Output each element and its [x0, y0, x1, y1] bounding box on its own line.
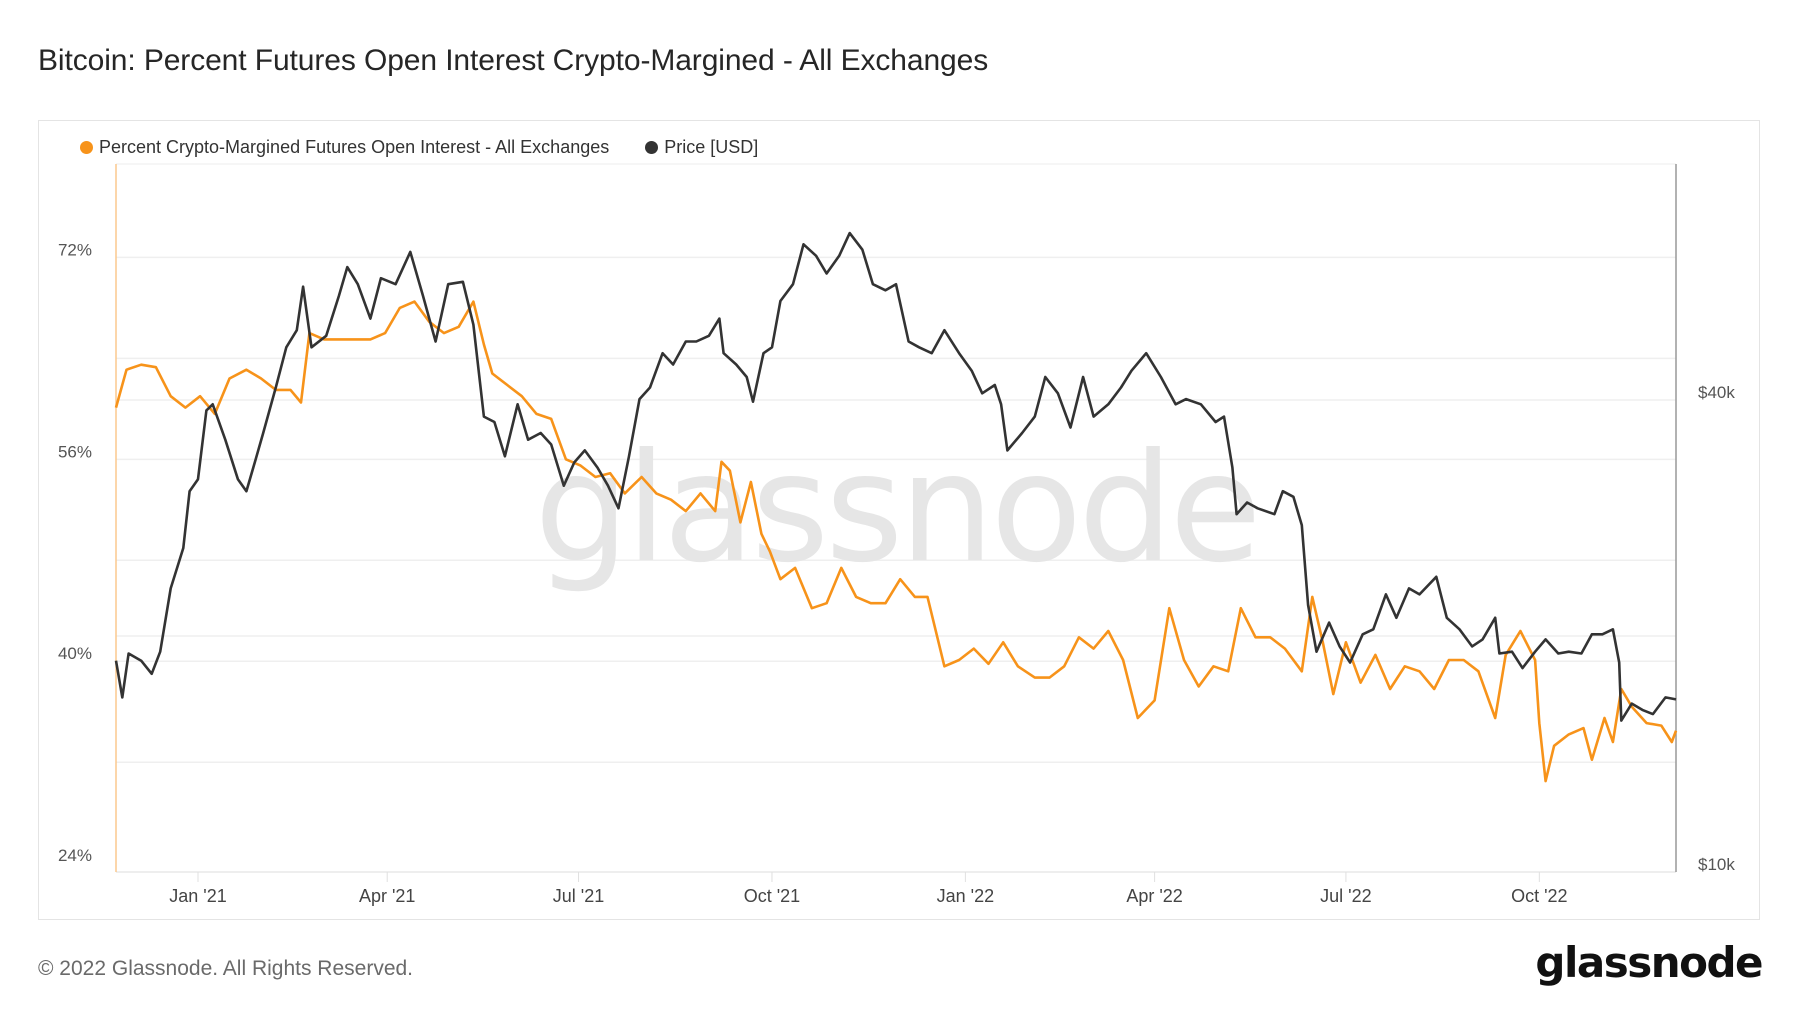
x-tick-label: Jan '22 — [937, 886, 994, 906]
right-tick-label: $10k — [1698, 855, 1735, 874]
series-line-price — [114, 231, 1677, 722]
x-tick-label: Oct '21 — [744, 886, 800, 906]
x-tick-label: Apr '22 — [1126, 886, 1182, 906]
legend-label: Price [USD] — [664, 137, 759, 157]
chart-card — [38, 120, 1760, 920]
x-tick-label: Jul '22 — [1320, 886, 1371, 906]
legend-dot-orange-icon — [80, 141, 93, 154]
legend: Percent Crypto-Margined Futures Open Int… — [80, 137, 758, 158]
left-tick-label: 40% — [58, 644, 92, 663]
watermark: glassnode — [534, 422, 1257, 596]
x-tick-label: Jan '21 — [169, 886, 226, 906]
chart-title: Bitcoin: Percent Futures Open Interest C… — [38, 44, 989, 77]
legend-item-percent-oi[interactable]: Percent Crypto-Margined Futures Open Int… — [80, 137, 609, 158]
legend-item-price[interactable]: Price [USD] — [645, 137, 758, 158]
x-tick-label: Oct '22 — [1511, 886, 1567, 906]
left-tick-label: 72% — [58, 240, 92, 259]
left-tick-label: 24% — [58, 846, 92, 865]
legend-label: Percent Crypto-Margined Futures Open Int… — [99, 137, 610, 157]
legend-dot-dark-icon — [645, 141, 659, 154]
left-tick-label: 56% — [58, 442, 92, 461]
copyright: © 2022 Glassnode. All Rights Reserved. — [38, 957, 414, 980]
glassnode-logo: glassnode — [1535, 938, 1763, 987]
x-tick-label: Jul '21 — [553, 886, 604, 906]
right-tick-label: $40k — [1698, 383, 1735, 402]
series-line-percent-oi — [114, 300, 1678, 783]
x-tick-label: Apr '21 — [359, 886, 415, 906]
